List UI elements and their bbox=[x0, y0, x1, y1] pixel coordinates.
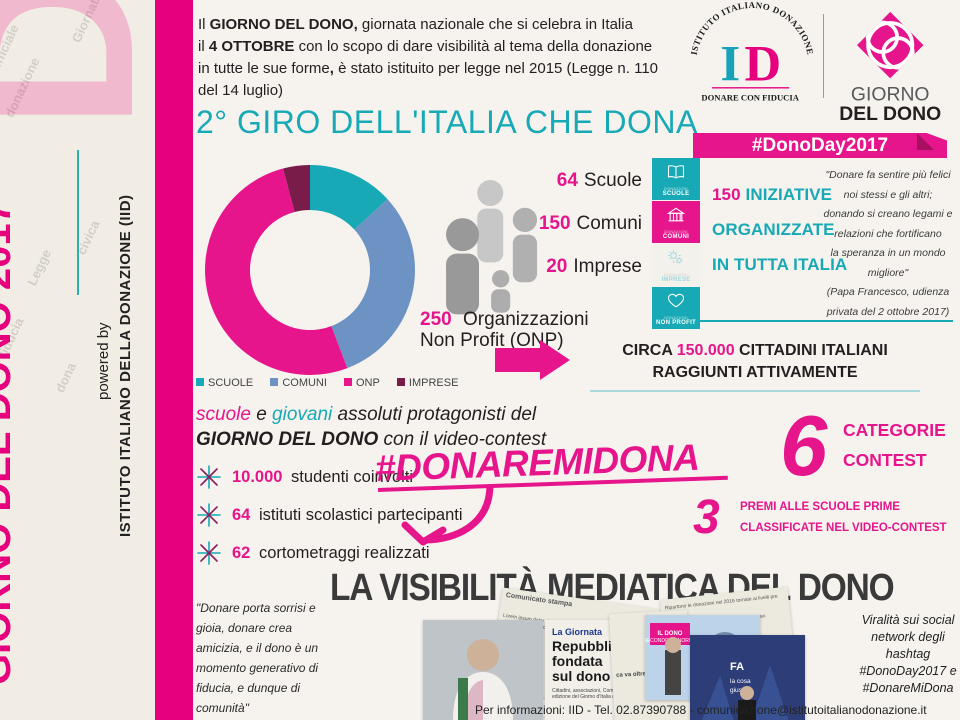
svg-text:D: D bbox=[745, 36, 782, 92]
svg-text:DONARE CON FIDUCIA: DONARE CON FIDUCIA bbox=[701, 92, 799, 102]
svg-text:DEL DONO: DEL DONO bbox=[839, 103, 941, 125]
svg-text:I: I bbox=[720, 36, 740, 92]
svg-text:FA: FA bbox=[730, 661, 744, 673]
svg-text:IL DONO: IL DONO bbox=[658, 631, 683, 637]
svg-text:la cosa: la cosa bbox=[730, 678, 751, 685]
